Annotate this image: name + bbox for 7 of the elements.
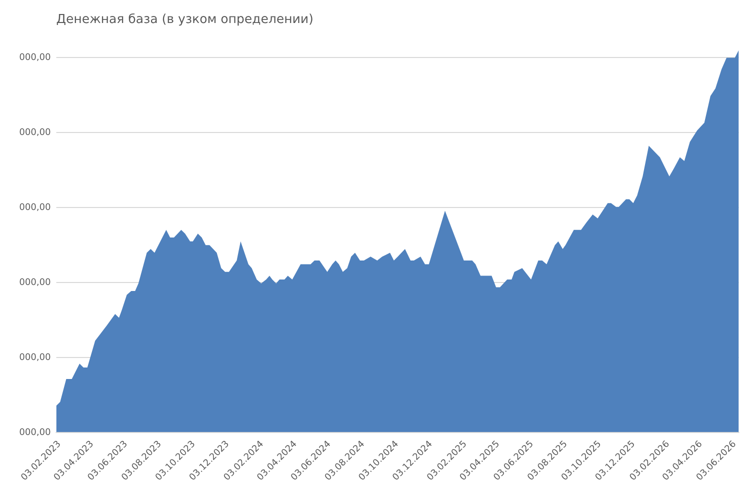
text: 000,00 xyxy=(20,128,50,136)
text: 000,00 xyxy=(20,428,50,436)
text: 000,00 xyxy=(20,203,50,212)
text: 000,00 xyxy=(20,353,50,362)
text: 000,00 xyxy=(20,53,50,62)
chart-title: Денежная база (в узком определении) xyxy=(56,13,312,26)
text: 000,00 xyxy=(20,278,50,286)
